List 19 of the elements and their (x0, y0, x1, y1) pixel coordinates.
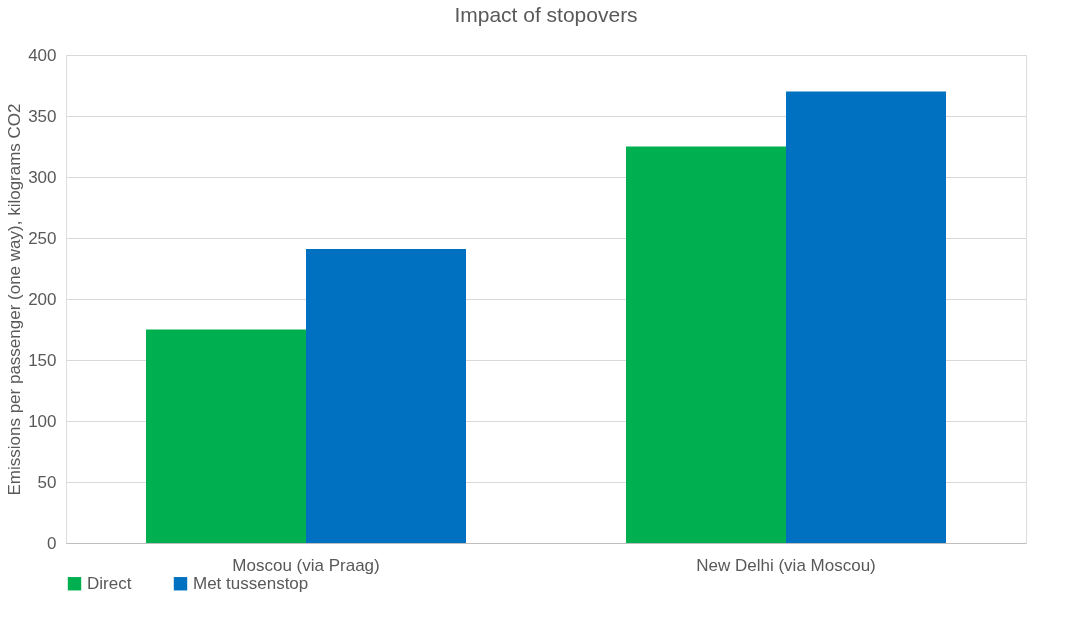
x-tick-label: Moscou (via Praag) (232, 555, 380, 575)
y-tick-label: 250 (28, 228, 57, 248)
y-tick-label: 50 (37, 472, 57, 492)
y-tick-label: 300 (28, 167, 57, 187)
chart-title: Impact of stopovers (454, 3, 638, 26)
y-tick-label: 100 (28, 411, 57, 431)
legend-label: Met tussenstop (193, 573, 309, 593)
y-tick-label: 150 (28, 350, 57, 370)
legend-label: Direct (87, 573, 132, 593)
y-tick-label: 350 (28, 106, 57, 126)
y-tick-label: 200 (28, 289, 57, 309)
bar (626, 146, 786, 543)
y-axis-title: Emissions per passenger (one way), kilograms CO2 (5, 103, 25, 496)
y-tick-label: 400 (28, 45, 57, 65)
bar (306, 248, 466, 543)
bar (786, 91, 946, 543)
y-tick-label: 0 (47, 533, 57, 553)
x-tick-label: New Delhi (via Moscou) (696, 555, 876, 575)
bar (146, 329, 306, 543)
